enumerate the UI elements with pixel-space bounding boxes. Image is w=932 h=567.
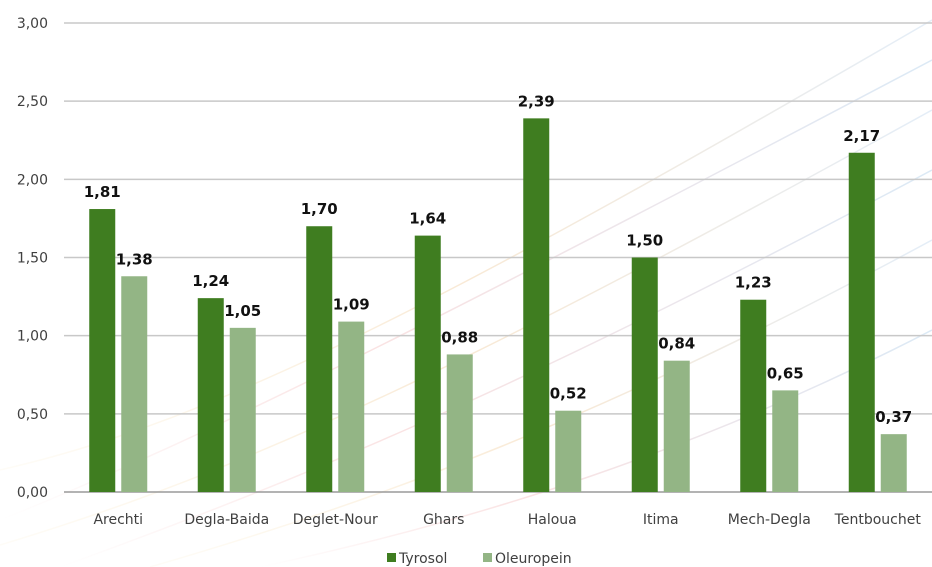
legend: Tyrosol Oleuropein — [387, 551, 572, 567]
data-label: 0,37 — [875, 408, 912, 426]
y-tick-label: 1,00 — [17, 329, 48, 345]
data-label: 0,88 — [441, 328, 478, 346]
category-label: Deglet-Nour — [293, 512, 378, 528]
y-tick-label: 3,00 — [17, 16, 48, 32]
y-tick-label: 2,00 — [17, 172, 48, 188]
bar-tyrosol — [631, 257, 658, 492]
data-labels: 1,81 1,38 1,24 1,05 1,70 1,09 1,64 0,88 2,39 0,52… — [84, 92, 913, 426]
data-label: 1,09 — [333, 296, 370, 314]
y-tick-label: 0,00 — [17, 485, 48, 501]
category-label: Tentbouchet — [834, 512, 922, 528]
legend-swatch — [483, 553, 492, 562]
bar-tyrosol — [197, 298, 224, 492]
data-label: 1,70 — [301, 200, 338, 218]
y-tick-label: 1,50 — [17, 251, 48, 267]
data-label: 1,50 — [626, 232, 663, 250]
bar-tyrosol — [523, 118, 550, 492]
category-label: Haloua — [528, 512, 577, 528]
bar-oleuropein — [663, 360, 690, 492]
bar-tyrosol — [414, 235, 441, 492]
data-label: 1,64 — [409, 210, 446, 228]
data-label: 2,39 — [518, 92, 555, 110]
gridlines — [64, 22, 932, 493]
bar-oleuropein — [229, 327, 256, 492]
bar-tyrosol — [306, 226, 333, 492]
bar-oleuropein — [880, 434, 907, 492]
bar-oleuropein — [555, 410, 582, 492]
bar-tyrosol — [740, 299, 767, 492]
y-tick-label: 2,50 — [17, 94, 48, 110]
category-label: Ghars — [423, 512, 464, 528]
category-label: Degla-Baida — [184, 512, 269, 528]
bars — [89, 118, 907, 493]
y-axis-ticks: 0,00 0,50 1,00 1,50 2,00 2,50 3,00 — [17, 16, 48, 501]
data-label: 0,84 — [658, 335, 695, 353]
data-label: 1,05 — [224, 302, 261, 320]
data-label: 1,38 — [116, 250, 153, 268]
category-label: Itima — [643, 512, 679, 528]
bar-oleuropein — [338, 321, 365, 492]
data-label: 2,17 — [843, 127, 880, 145]
legend-label: Oleuropein — [495, 551, 572, 567]
data-label: 1,24 — [192, 272, 229, 290]
data-label: 1,81 — [84, 183, 121, 201]
data-label: 0,65 — [767, 364, 804, 382]
category-label: Mech-Degla — [728, 512, 811, 528]
bar-tyrosol — [89, 209, 116, 492]
category-label: Arechti — [93, 512, 143, 528]
y-tick-label: 0,50 — [17, 407, 48, 423]
bar-tyrosol — [848, 152, 875, 493]
x-axis-categories: Arechti Degla-Baida Deglet-Nour Ghars Haloua… — [93, 512, 921, 528]
bar-oleuropein — [446, 354, 473, 492]
data-label: 1,23 — [735, 274, 772, 292]
bar-oleuropein — [772, 390, 799, 492]
bar-oleuropein — [121, 276, 148, 492]
legend-swatch — [387, 553, 396, 562]
data-label: 0,52 — [550, 385, 587, 403]
legend-label: Tyrosol — [398, 551, 447, 567]
